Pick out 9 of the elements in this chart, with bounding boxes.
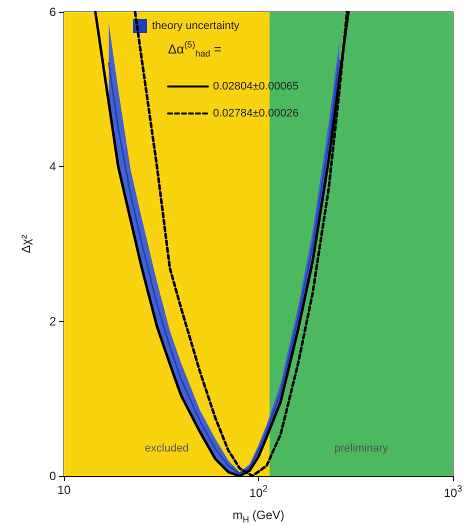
y-tick-label: 6 (49, 5, 56, 19)
y-axis-title: Δχ² (19, 234, 33, 254)
y-tick-label: 0 (49, 469, 56, 483)
legend-label: theory uncertainty (152, 20, 240, 32)
y-tick-label: 4 (49, 160, 56, 174)
band-label: excluded (144, 442, 189, 454)
band-label: preliminary (334, 442, 389, 454)
x-tick-label: 10 (57, 483, 71, 497)
y-tick-label: 2 (49, 314, 56, 328)
